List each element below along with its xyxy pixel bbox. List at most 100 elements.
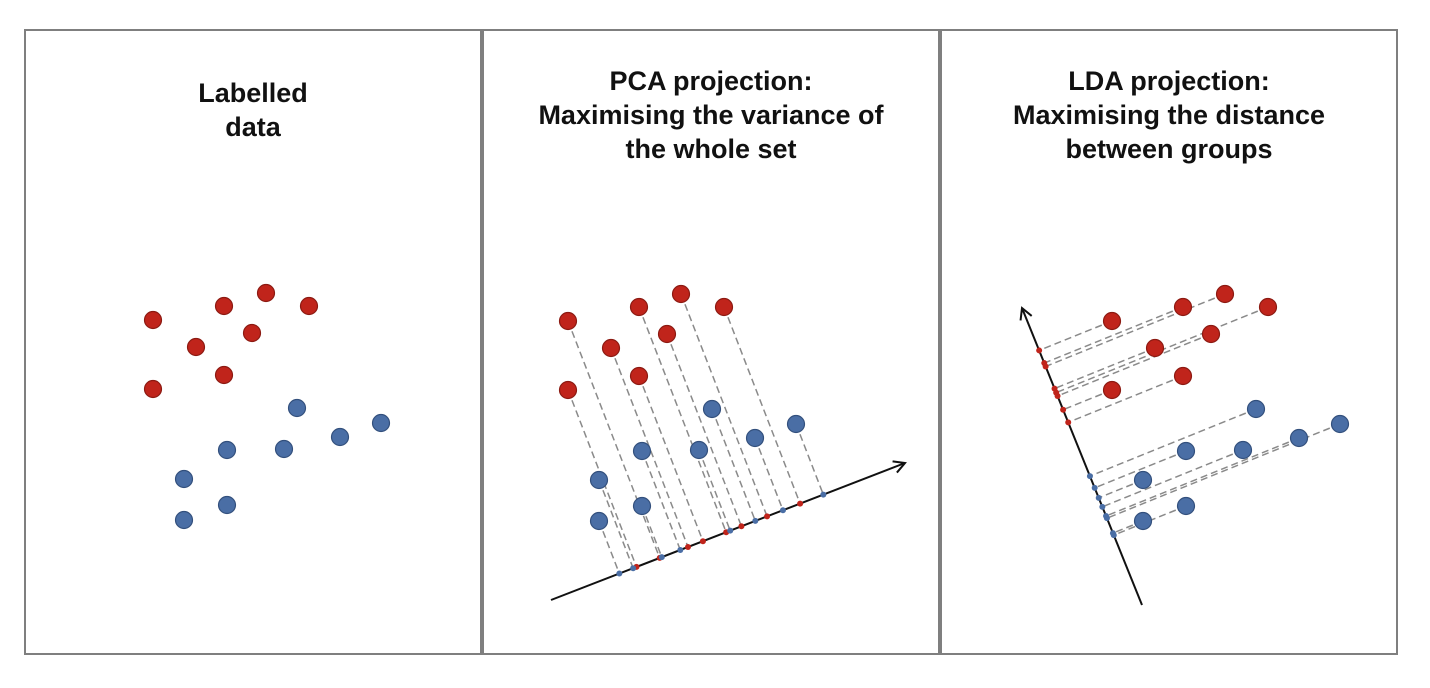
blue-data-point: [702, 399, 722, 419]
projection-dashed-line: [1089, 408, 1257, 477]
red-projected-point: [764, 513, 771, 520]
panel-lda-border: [940, 29, 1398, 655]
blue-data-point: [217, 440, 237, 460]
red-projected-point: [685, 543, 692, 550]
red-data-point: [601, 338, 621, 358]
blue-projected-point: [1109, 530, 1116, 537]
title-line: PCA projection:: [609, 66, 813, 96]
blue-data-point: [786, 414, 806, 434]
projection-dashed-line: [1105, 437, 1300, 517]
projection-dashed-line: [1043, 306, 1184, 364]
red-data-point: [1145, 338, 1165, 358]
red-projected-point: [1042, 363, 1049, 370]
blue-projected-point: [727, 527, 734, 534]
blue-data-point: [174, 469, 194, 489]
projection-dashed-line: [1057, 333, 1212, 397]
red-projected-point: [699, 538, 706, 545]
blue-projected-point: [1099, 503, 1106, 510]
blue-projected-point: [677, 546, 684, 553]
blue-data-point: [1176, 496, 1196, 516]
blue-projected-point: [616, 570, 623, 577]
blue-projected-point: [1091, 484, 1098, 491]
red-projected-point: [1060, 406, 1067, 413]
red-data-point: [1102, 311, 1122, 331]
title-line: Maximising the variance of: [538, 100, 884, 130]
projection-dashed-line: [1102, 449, 1244, 508]
projection-dashed-line: [1098, 479, 1144, 499]
blue-projected-point: [630, 565, 637, 572]
red-data-point: [671, 284, 691, 304]
blue-data-point: [745, 428, 765, 448]
red-data-point: [186, 337, 206, 357]
red-projected-point: [797, 500, 804, 507]
title-line: the whole set: [625, 134, 797, 164]
blue-data-point: [632, 496, 652, 516]
red-data-point: [242, 323, 262, 343]
projection-dashed-line: [638, 306, 727, 533]
blue-data-point: [1176, 441, 1196, 461]
panel-pca-border: [482, 29, 940, 655]
red-data-point: [143, 310, 163, 330]
red-projected-point: [1065, 419, 1072, 426]
projection-dashed-line: [723, 306, 801, 504]
projection-dashed-line: [1094, 450, 1187, 489]
lda-projection-plot: [1022, 284, 1350, 606]
projection-dashed-line: [1106, 423, 1341, 519]
title-line: LDA projection:: [1068, 66, 1270, 96]
labelled-data-points: [143, 283, 391, 530]
pca-projection-plot: [550, 284, 905, 601]
red-projected-point: [738, 523, 745, 530]
blue-data-point: [1133, 470, 1153, 490]
blue-data-point: [632, 441, 652, 461]
projection-dashed-line: [610, 347, 689, 548]
projection-dashed-line: [1067, 375, 1184, 424]
panel-title-lda: LDA projection: Maximising the distance …: [941, 64, 1397, 166]
red-data-point: [1201, 324, 1221, 344]
blue-data-point: [287, 398, 307, 418]
blue-data-point: [1133, 511, 1153, 531]
projection-dashed-line: [641, 505, 663, 558]
blue-projected-point: [1103, 512, 1110, 519]
red-data-point: [143, 379, 163, 399]
projection-dashed-line: [598, 520, 621, 574]
blue-projected-point: [779, 507, 786, 514]
red-data-point: [299, 296, 319, 316]
blue-projected-point: [1095, 494, 1102, 501]
blue-data-point: [689, 440, 709, 460]
projection-dashed-line: [598, 479, 634, 569]
title-line: Labelled: [198, 78, 308, 108]
red-data-point: [214, 296, 234, 316]
blue-projected-point: [1086, 473, 1093, 480]
blue-data-point: [1246, 399, 1266, 419]
red-data-point: [1102, 380, 1122, 400]
projection-axis-arrow: [1022, 308, 1143, 606]
projection-dashed-line: [698, 449, 731, 531]
red-data-point: [1173, 297, 1193, 317]
title-line: Maximising the distance: [1012, 100, 1326, 130]
red-data-point: [558, 311, 578, 331]
blue-projected-point: [752, 517, 759, 524]
red-data-point: [714, 297, 734, 317]
projection-dashed-line: [666, 333, 743, 527]
projection-dashed-line: [680, 293, 768, 517]
blue-data-point: [1233, 440, 1253, 460]
projection-dashed-line: [1062, 389, 1113, 411]
blue-data-point: [217, 495, 237, 515]
red-data-point: [657, 324, 677, 344]
blue-data-point: [274, 439, 294, 459]
red-data-point: [1215, 284, 1235, 304]
panel-title-pca: PCA projection: Maximising the variance …: [483, 64, 939, 166]
projection-dashed-line: [711, 408, 757, 522]
projection-dashed-line: [638, 375, 704, 542]
blue-data-point: [1289, 428, 1309, 448]
title-line: between groups: [1065, 134, 1273, 164]
blue-data-point: [589, 470, 609, 490]
red-projected-point: [1036, 347, 1043, 354]
projection-dashed-line: [1038, 320, 1113, 352]
blue-data-point: [330, 427, 350, 447]
blue-data-point: [371, 413, 391, 433]
red-data-point: [256, 283, 276, 303]
blue-data-point: [1330, 414, 1350, 434]
panel-title-labelled-data: Labelled data: [25, 76, 481, 144]
red-data-point: [214, 365, 234, 385]
